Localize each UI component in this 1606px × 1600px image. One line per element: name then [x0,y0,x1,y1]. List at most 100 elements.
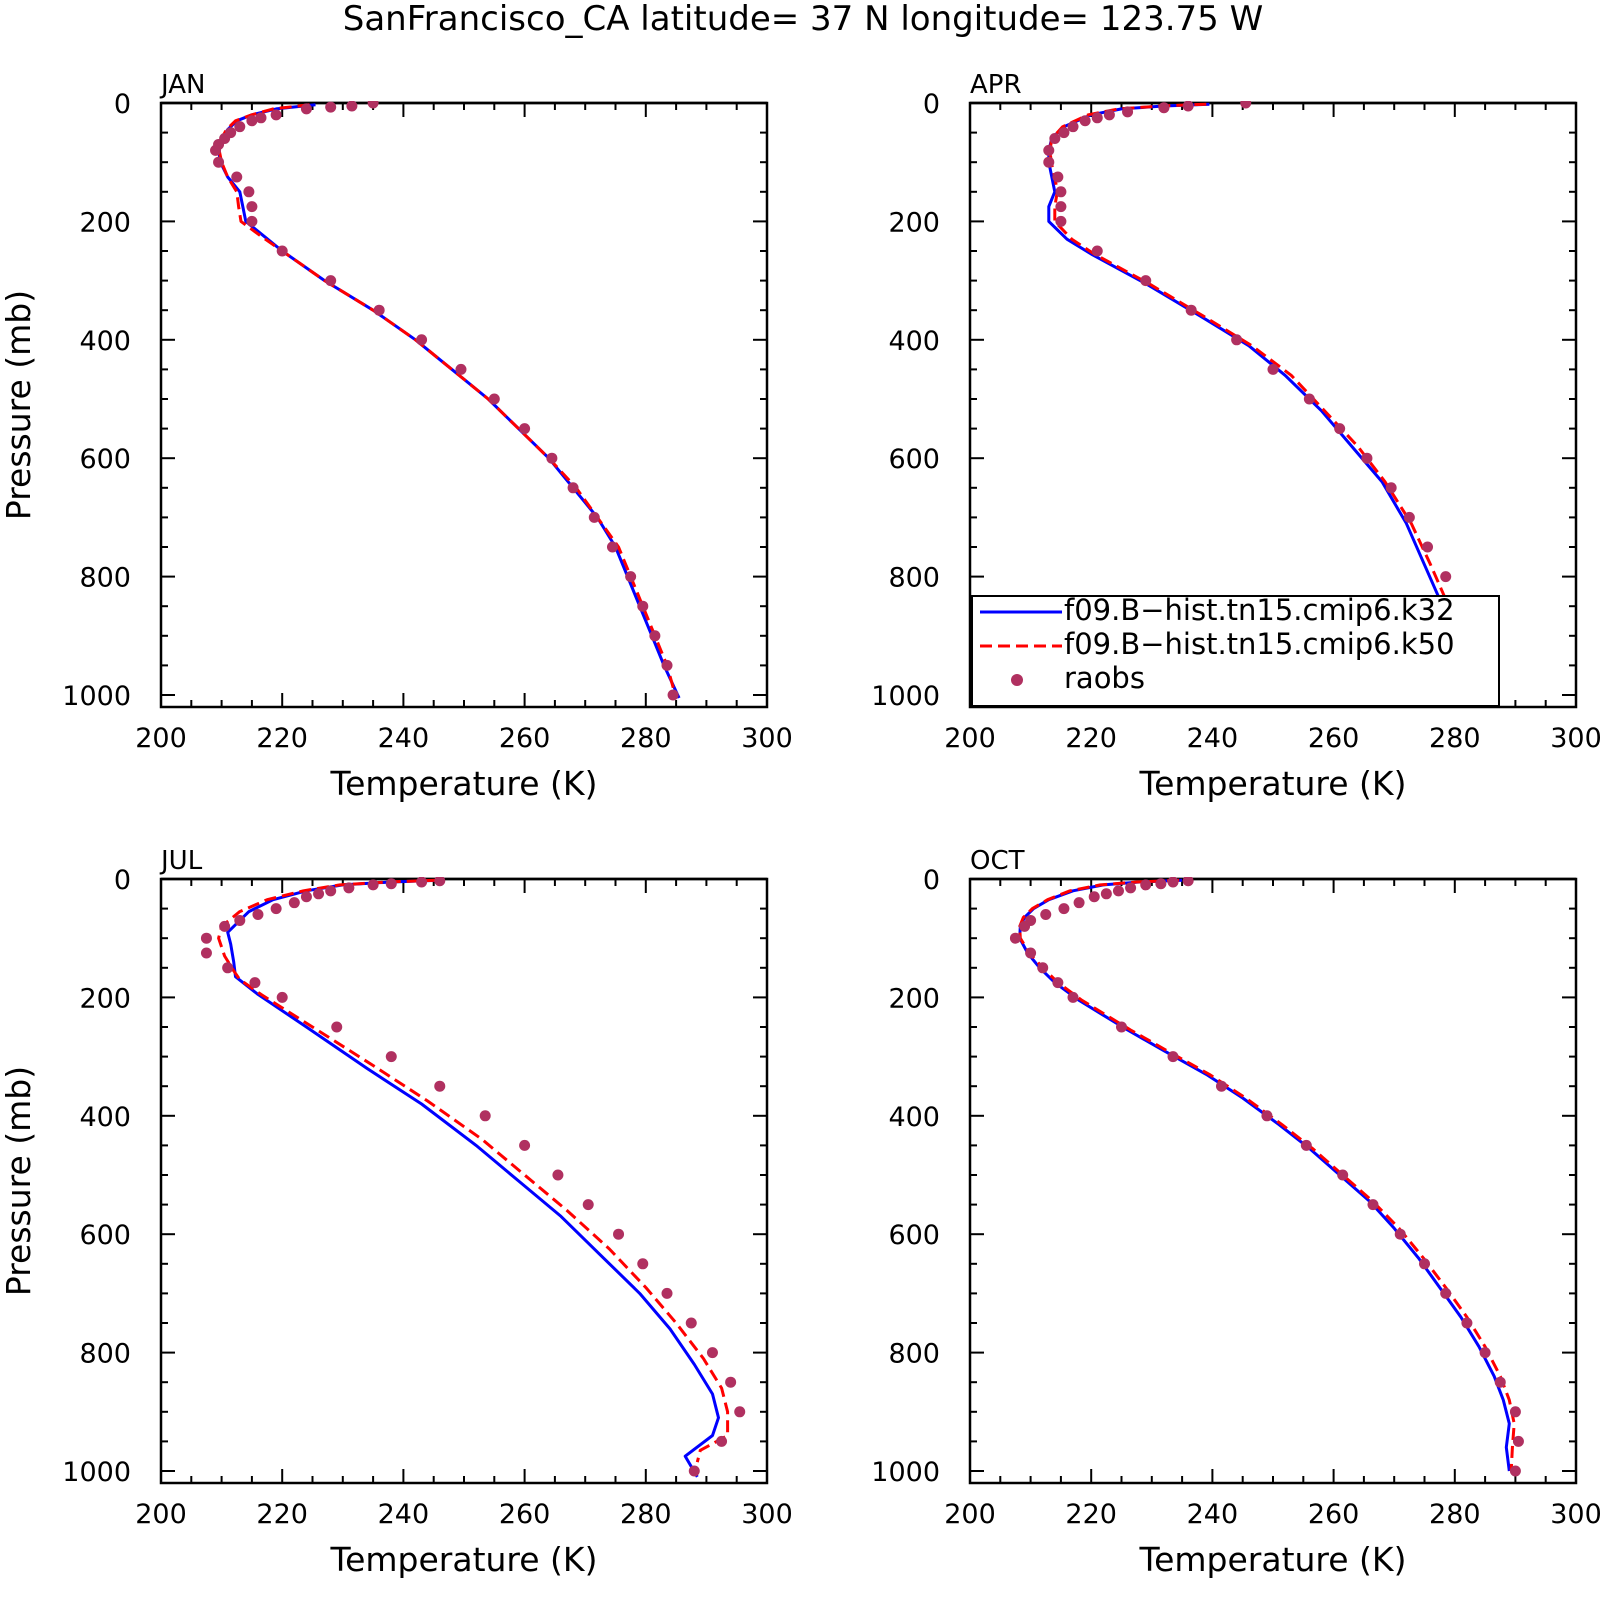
raobs-point [1055,215,1067,227]
raobs-point [270,903,282,915]
raobs-point [385,1051,397,1063]
raobs-point [1509,1465,1521,1477]
panel-jul: JUL 200 220 240 260 280 300 0 200 400 600 800 1000 Te… [0,846,793,1579]
raobs-point [1052,171,1064,183]
raobs-point [625,571,637,583]
raobs-point [1231,334,1243,346]
raobs-point [416,877,428,888]
raobs-point [706,1347,718,1359]
y-axis-label: Pressure (mb) [0,290,38,520]
raobs-point [1300,1139,1312,1151]
x-tick-label: 200 [135,723,187,754]
y-tick-label: 600 [79,1220,131,1251]
raobs-point [210,144,222,156]
x-tick-label: 220 [256,1499,308,1530]
raobs-point [1494,1376,1506,1388]
raobs-point [1440,571,1452,583]
raobs-point [300,891,312,903]
plot-area [1043,101,1494,701]
raobs-point [1043,156,1055,168]
raobs-point [385,878,397,890]
y-tick-label: 400 [79,1102,131,1133]
raobs-point [1509,1406,1521,1418]
raobs-point [1067,991,1079,1003]
raobs-point [243,186,255,198]
raobs-point [213,156,225,168]
panel-title: OCT [970,846,1025,876]
raobs-point [1422,541,1434,553]
raobs-point [1058,903,1070,915]
k50-line [1018,878,1516,1472]
panel-jan: JAN 200 220 240 260 280 300 0 200 400 600 800 1000 Te… [0,70,793,803]
raobs-point [1055,201,1067,213]
legend-raobs-label: raobs [1064,661,1145,695]
y-tick-label: 800 [888,1339,940,1370]
raobs-point [582,1199,594,1211]
plot-frame [159,877,769,1485]
x-tick-label: 200 [944,1499,996,1530]
raobs-point [588,511,600,523]
plot-area [200,877,746,1478]
raobs-point [1267,363,1279,375]
x-axis-label: Temperature (K) [1139,764,1407,803]
x-tick-label: 240 [378,723,430,754]
raobs-point [716,1435,728,1447]
x-tick-label: 240 [1187,723,1239,754]
raobs-point [219,920,231,932]
y-tick-label: 1000 [871,681,940,712]
raobs-point [276,991,288,1003]
raobs-point [637,1258,649,1270]
raobs-point [1261,1110,1273,1122]
y-tick-label: 800 [79,1339,131,1370]
k50-line [217,878,730,1463]
x-tick-label: 240 [1187,1499,1239,1530]
k32-line [217,103,681,699]
raobs-point [434,877,446,887]
raobs-point [270,109,282,121]
raobs-point [234,914,246,926]
raobs-point [246,115,258,127]
raobs-point [367,879,379,891]
x-tick-label: 220 [1065,723,1117,754]
raobs-point [1440,1287,1452,1299]
raobs-point [1140,275,1152,287]
raobs-point [546,452,558,464]
raobs-point [1367,1199,1379,1211]
y-tick-label: 600 [888,1220,940,1251]
raobs-point [1055,186,1067,198]
raobs-point [246,201,258,213]
raobs-point [1019,920,1031,932]
x-tick-label: 300 [1550,1499,1602,1530]
raobs-point [346,101,358,112]
raobs-point [1073,897,1085,909]
raobs-point [1303,393,1315,405]
raobs-point [1040,909,1052,921]
x-tick-label: 280 [620,723,672,754]
raobs-point [1091,245,1103,257]
raobs-point [252,909,264,921]
y-tick-label: 400 [888,1102,940,1133]
x-axis-label: Temperature (K) [330,1540,598,1579]
y-tick-label: 400 [79,326,131,357]
raobs-point [1512,1435,1524,1447]
raobs-point [200,947,212,959]
legend-box [971,595,1500,707]
raobs-point [606,541,618,553]
panel-apr: APR 200 220 240 260 280 300 0 200 400 600 800 1000 Te… [871,70,1601,803]
raobs-point [1334,423,1346,435]
x-tick-label: 260 [1308,1499,1360,1530]
raobs-point [343,882,355,894]
raobs-point [1185,304,1197,316]
raobs-point [1240,101,1252,109]
plot-frame [968,877,1578,1485]
raobs-point [661,659,673,671]
raobs-point [725,1376,737,1388]
raobs-point [1103,109,1115,121]
raobs-point [479,1110,491,1122]
raobs-point [1385,482,1397,494]
x-tick-label: 220 [1065,1499,1117,1530]
raobs-point [1112,885,1124,897]
y-axis-label: Pressure (mb) [0,1066,38,1296]
raobs-point [416,334,428,346]
k50-line [217,103,678,699]
